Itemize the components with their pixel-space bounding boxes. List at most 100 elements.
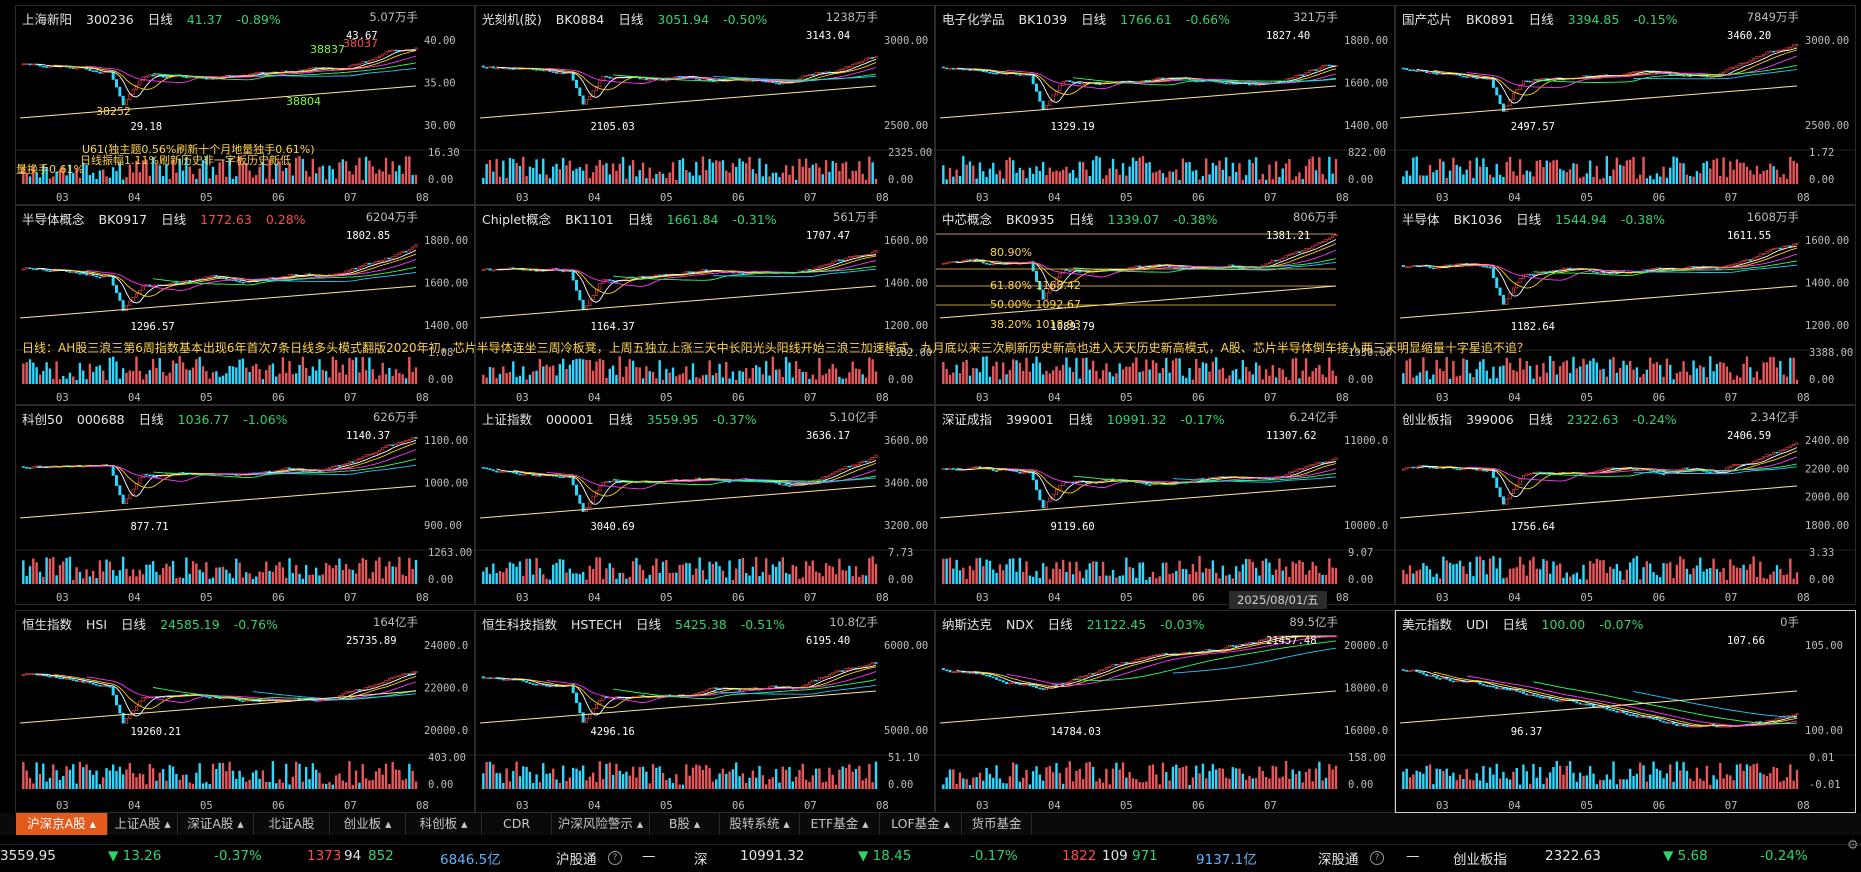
chart-panel-bk0935[interactable]: 中芯概念 BK0935 日线 1339.07 -0.38% 806万手 1381.21 10… [935, 205, 1395, 405]
market-tab-2[interactable]: 深证A股 ▴ [178, 813, 254, 835]
volume-bar [695, 377, 698, 384]
chart-panel-bk0917[interactable]: 半导体概念 BK0917 日线 1772.63 0.28% 6204万手 1802.85 1… [15, 205, 475, 405]
candle [1501, 103, 1505, 112]
chart-panel-399001[interactable]: 深证成指 399001 日线 10991.32 -0.17% 6.24亿手 11307.6… [935, 405, 1395, 605]
moving-average-line [36, 249, 417, 304]
volume-bar [482, 571, 485, 584]
chart-panel-bk0891[interactable]: 国产芯片 BK0891 日线 3394.85 -0.15% 7849万手 3460.20 2… [1395, 5, 1856, 205]
volume-bar [1165, 562, 1168, 584]
candle [1244, 642, 1248, 645]
chart-panel-hstech[interactable]: 恒生科技指数 HSTECH 日线 5425.38 -0.51% 10.8亿手 6195.4… [475, 610, 935, 813]
candle [1518, 691, 1522, 693]
month-tick: 07 [1725, 392, 1738, 404]
candle [1581, 75, 1585, 78]
chart-panel-hsi[interactable]: 恒生指数 HSI 日线 24585.19 -0.76% 164亿手 25735.89 192… [15, 610, 475, 813]
volume-tick: 51.10 [888, 752, 920, 764]
volume-bar [198, 569, 201, 584]
volume-bar [1178, 768, 1181, 789]
market-tab-10[interactable]: ETF基金 ▴ [800, 813, 880, 835]
settings-icon[interactable]: ⚙ [1847, 838, 1859, 853]
volume-bar [665, 368, 668, 384]
help-icon[interactable]: ? [608, 851, 622, 865]
volume-bar [764, 784, 768, 789]
candle [1251, 642, 1255, 644]
volume-bar [1622, 165, 1625, 184]
volume-bar [751, 770, 755, 789]
volume-bar [781, 172, 785, 184]
market-tab-8[interactable]: B股 ▴ [650, 813, 720, 835]
volume-bar [952, 176, 955, 184]
chart-panel-300236[interactable]: 上海新阳 300236 日线 41.37 -0.89% 5.07万手 43.67 29.18… [15, 5, 475, 205]
volume-bar [1328, 558, 1331, 584]
month-tick: 06 [1192, 800, 1205, 812]
stock-name: 科创50 [22, 412, 63, 427]
chart-panel-udi[interactable]: 美元指数 UDI 日线 100.00 -0.07% 0手 107.66 96.37 105.0… [1395, 610, 1856, 813]
chart-panel-bk1101[interactable]: Chiplet概念 BK1101 日线 1661.84 -0.31% 561万手 1707… [475, 205, 935, 405]
chart-panel-399006[interactable]: 创业板指 399006 日线 2322.63 -0.24% 2.34亿手 2406.59 1… [1395, 405, 1856, 605]
volume-bar [1482, 560, 1485, 584]
volume-bar [1772, 766, 1775, 789]
volume-bar [1038, 578, 1042, 584]
chart-panel-000001[interactable]: 上证指数 000001 日线 3559.95 -0.37% 5.10亿手 3636.17 3… [475, 405, 935, 605]
volume-bar [1588, 160, 1592, 184]
volume-bar [1215, 572, 1218, 584]
candle [1438, 72, 1442, 75]
market-tab-4[interactable]: 创业板 ▴ [330, 813, 406, 835]
hgt-label[interactable]: 沪股通 [556, 852, 597, 868]
volume-bar [245, 162, 248, 184]
volume-bar [1334, 568, 1338, 584]
volume-bar [1692, 360, 1695, 384]
volume-bar [1475, 773, 1478, 789]
candle [301, 69, 305, 72]
market-tab-5[interactable]: 科创板 ▴ [406, 813, 482, 835]
kline-chart: 3636.173040.693600.003400.003200.007.730… [476, 430, 934, 604]
volume-bar [1639, 174, 1642, 184]
volume-bar [92, 570, 95, 584]
volume-bar [251, 578, 255, 584]
volume-bar [698, 175, 701, 184]
volume-bar [1091, 360, 1095, 384]
chart-panel-ndx[interactable]: 纳斯达克 NDX 日线 21122.45 -0.03% 89.5亿手 21457.48 14… [935, 610, 1395, 813]
candle [81, 680, 85, 683]
chart-panel-000688[interactable]: 科创50 000688 日线 1036.77 -1.06% 626万手 1140.37 87… [15, 405, 475, 605]
market-tab-9[interactable]: 股转系统 ▴ [720, 813, 800, 835]
volume-bar [1118, 174, 1121, 184]
market-tab-12[interactable]: 货币基金 [962, 813, 1032, 835]
chart-panel-bk0884[interactable]: 光刻机(胶) BK0884 日线 3051.94 -0.50% 1238万手 3143.0… [475, 5, 935, 205]
chart-panel-bk1039[interactable]: 电子化学品 BK1039 日线 1766.61 -0.66% 321万手 1827.40 1… [935, 5, 1395, 205]
market-tab-11[interactable]: LOF基金 ▴ [880, 813, 962, 835]
volume-bar [1558, 563, 1562, 584]
candle [824, 676, 828, 678]
market-tab-3[interactable]: 北证A股 [254, 813, 330, 835]
sgt-label[interactable]: 深股通 [1318, 852, 1359, 868]
month-tick: 07 [1725, 192, 1738, 204]
volume-bar [408, 557, 411, 584]
candle [841, 259, 845, 262]
volume-bar [1495, 163, 1498, 184]
candle [354, 267, 358, 270]
candle [1775, 50, 1779, 52]
candle [1538, 78, 1542, 81]
volume-bar [721, 160, 725, 184]
volume-bar [1105, 768, 1108, 789]
market-tab-1[interactable]: 上证A股 ▴ [108, 813, 178, 835]
volume-bar [1075, 177, 1078, 184]
market-tab-6[interactable]: CDR [482, 813, 552, 835]
market-tab-0[interactable]: 沪深京A股 ▴ [16, 813, 108, 835]
volume-bar [1679, 556, 1682, 584]
volume-bar [1415, 375, 1418, 384]
market-tab-7[interactable]: 沪深风险警示 ▴ [552, 813, 650, 835]
volume-bar [558, 559, 562, 584]
candle [995, 72, 999, 75]
y-tick: 10000.0 [1344, 520, 1388, 532]
volume-bar [1538, 376, 1542, 384]
candle [351, 64, 355, 67]
volume-bar [771, 172, 775, 184]
volume-bar [75, 379, 78, 384]
volume-label: 626万手 [373, 410, 418, 424]
chart-panel-bk1036[interactable]: 半导体 BK1036 日线 1544.94 -0.38% 1608万手 1611.55 11… [1395, 205, 1856, 405]
candle [598, 79, 602, 87]
volume-bar [728, 172, 731, 184]
help-icon-2[interactable]: ? [1370, 851, 1384, 865]
volume-bar [525, 767, 528, 789]
